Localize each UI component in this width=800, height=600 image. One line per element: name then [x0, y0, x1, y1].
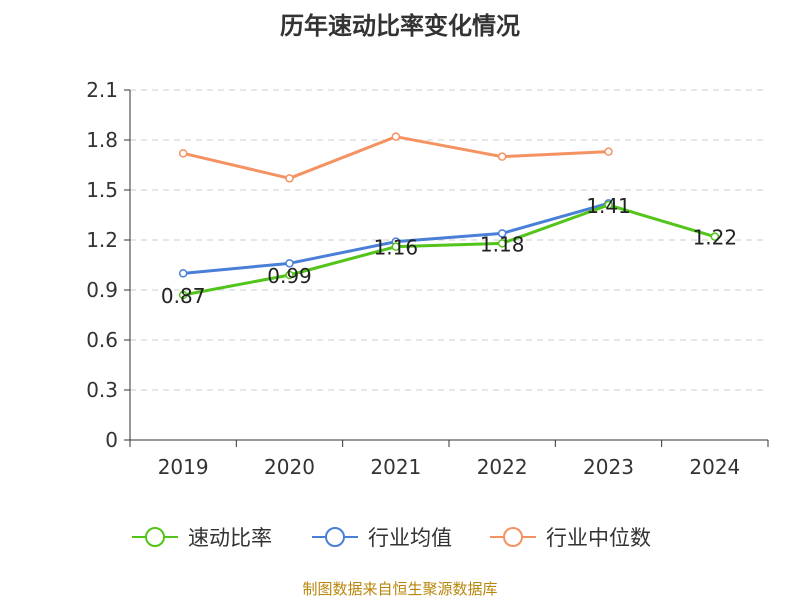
x-tick-label: 2022 [477, 455, 528, 479]
data-label: 1.18 [480, 232, 525, 256]
series-point-1 [285, 259, 294, 268]
series-point-2 [178, 149, 188, 158]
y-tick-label: 1.8 [86, 128, 118, 152]
data-label: 1.41 [586, 194, 631, 218]
series-point-0 [497, 239, 507, 248]
series-point-0 [391, 242, 401, 251]
series-point-2 [391, 132, 401, 141]
series-point-1 [497, 229, 507, 238]
y-tick-label: 0.9 [86, 278, 118, 302]
series-point-0 [604, 200, 613, 210]
data-label: 1.22 [693, 226, 738, 250]
legend-marker [145, 527, 165, 547]
chart-title: 历年速动比率变化情况 [280, 12, 520, 40]
x-tick-label: 2023 [583, 455, 634, 479]
series-point-0 [178, 290, 188, 300]
legend-label: 行业中位数 [546, 526, 651, 550]
source-note: 制图数据来自恒生聚源数据库 [302, 580, 498, 598]
data-label: 0.87 [161, 284, 206, 308]
y-tick-label: 2.1 [86, 78, 118, 102]
series-point-2 [497, 152, 507, 161]
legend-marker [325, 527, 345, 547]
series-point-2 [604, 147, 613, 156]
y-tick-label: 0.6 [86, 328, 118, 352]
legend-label: 速动比率 [188, 526, 272, 550]
legend-label: 行业均值 [368, 526, 452, 550]
y-tick-label: 1.2 [86, 228, 118, 252]
y-tick-label: 0 [105, 428, 118, 452]
x-tick-label: 2021 [370, 455, 421, 479]
series-point-0 [710, 232, 720, 241]
series-line-2 [182, 135, 609, 180]
series-line-0 [182, 203, 716, 297]
series-point-2 [285, 174, 294, 183]
series-point-0 [285, 270, 294, 280]
x-tick-label: 2019 [158, 455, 209, 479]
data-label: 0.99 [267, 264, 312, 288]
legend-marker [503, 527, 523, 547]
data-label: 1.16 [374, 236, 419, 260]
y-tick-label: 1.5 [86, 178, 118, 202]
y-tick-label: 0.3 [86, 378, 118, 402]
x-tick-label: 2020 [264, 455, 315, 479]
x-tick-label: 2024 [689, 455, 740, 479]
series-point-1 [178, 269, 188, 278]
